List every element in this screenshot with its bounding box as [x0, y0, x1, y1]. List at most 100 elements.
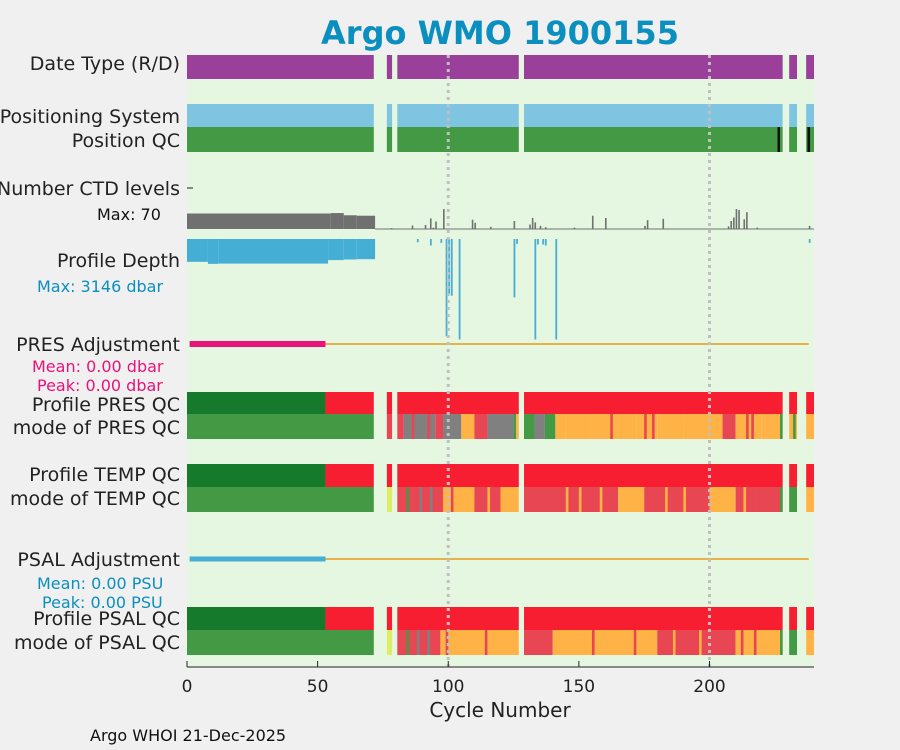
ctd-bar	[187, 213, 331, 229]
qc-segment	[789, 55, 798, 79]
qc-segment	[565, 487, 569, 512]
x-tick-label: 0	[182, 677, 193, 697]
ctd-bar	[644, 225, 646, 229]
ctd-bar	[605, 217, 607, 229]
qc-segment	[780, 487, 783, 512]
qc-segment	[780, 630, 783, 655]
ctd-bar	[730, 221, 732, 229]
qc-segment	[524, 392, 783, 414]
band-profile-temp-qc	[187, 464, 814, 487]
qc-segment	[386, 487, 393, 512]
qc-segment	[397, 607, 519, 630]
ctd-bar	[735, 209, 738, 229]
depth-bar	[207, 239, 219, 264]
band-mode-of-temp-qc	[187, 487, 814, 512]
qc-segment	[722, 414, 736, 439]
depth-bar	[416, 239, 419, 243]
depth-bar	[440, 239, 443, 243]
qc-segment	[699, 630, 702, 655]
pres-peak-label: Peak: 0.00 dbar	[37, 376, 163, 395]
ctd-bar	[743, 219, 746, 229]
qc-segment	[386, 464, 393, 487]
ctd-bar	[424, 225, 427, 229]
depth-bar	[513, 239, 516, 298]
band-profile-psal-qc	[187, 607, 814, 630]
qc-segment	[524, 414, 535, 439]
qc-segment	[416, 630, 420, 655]
x-axis-label: Cycle Number	[429, 698, 571, 722]
qc-segment	[789, 127, 798, 152]
qc-segment	[187, 414, 374, 439]
ctd-bar	[539, 225, 542, 229]
qc-segment	[665, 487, 668, 512]
qc-segment	[578, 487, 582, 512]
qc-segment	[552, 630, 658, 655]
depth-bar	[218, 239, 329, 264]
qc-segment	[740, 630, 744, 655]
depth-bar	[544, 239, 547, 246]
qc-segment	[761, 414, 781, 439]
ctd-bar	[531, 217, 534, 229]
qc-segment	[534, 414, 545, 439]
qc-segment	[397, 392, 519, 414]
qc-segment	[406, 487, 410, 512]
ctd-bar	[529, 224, 531, 229]
ctd-bar	[471, 219, 474, 229]
qc-segment	[435, 414, 444, 439]
qc-segment	[743, 487, 747, 512]
ctd-bar	[534, 222, 537, 229]
qc-segment	[427, 630, 430, 655]
label-profile-temp-qc: Profile TEMP QC	[29, 464, 180, 486]
band-profile-pres-qc	[187, 392, 814, 414]
qc-segment	[806, 55, 814, 79]
qc-segment	[487, 487, 491, 512]
depth-bar	[458, 239, 461, 340]
ctd-bar	[429, 218, 432, 229]
qc-segment	[618, 414, 637, 439]
qc-segment	[793, 414, 796, 439]
qc-segment	[406, 630, 410, 655]
qc-segment	[487, 414, 514, 439]
qc-segment	[789, 607, 798, 630]
x-ticks: 0 50 100 150 200	[182, 661, 726, 697]
qc-segment	[325, 392, 374, 414]
ctd-bar	[733, 217, 735, 229]
ctd-bar	[490, 226, 492, 229]
qc-segment	[544, 414, 556, 439]
qc-segment	[751, 414, 754, 439]
label-profile-pres-qc: Profile PRES QC	[32, 394, 180, 416]
qc-segment	[187, 127, 374, 152]
qc-segment	[450, 487, 454, 512]
qc-segment	[644, 487, 710, 512]
qc-segment	[789, 630, 798, 655]
qc-segment	[187, 487, 374, 512]
label-ctd-levels: Number CTD levels	[0, 178, 180, 200]
chart-title: Argo WMO 1900155	[321, 14, 679, 52]
qc-segment	[652, 414, 655, 439]
qc-segment	[780, 414, 783, 439]
qc-segment	[524, 607, 783, 630]
qc-segment	[187, 392, 326, 414]
qc-segment	[753, 630, 757, 655]
qc-segment	[599, 487, 603, 512]
depth-bar	[516, 239, 518, 244]
qc-segment	[657, 630, 736, 655]
ctd-bar	[343, 215, 357, 229]
qc-segment	[565, 414, 592, 439]
qc-segment	[806, 104, 814, 127]
ctd-bar	[808, 225, 811, 229]
footer-text: Argo WHOI 21-Dec-2025	[90, 726, 286, 745]
ctd-bar	[727, 226, 730, 229]
qc-segment	[397, 127, 519, 152]
ctd-bar	[738, 209, 740, 229]
qc-segment	[683, 487, 686, 512]
qc-segment	[746, 414, 749, 439]
qc-segment	[524, 464, 783, 487]
qc-segment	[397, 464, 519, 487]
qc-segment	[524, 630, 553, 655]
ctd-bar	[330, 213, 344, 229]
qc-segment	[789, 392, 798, 414]
qc-segment	[440, 630, 519, 655]
qc-segment	[386, 55, 393, 79]
